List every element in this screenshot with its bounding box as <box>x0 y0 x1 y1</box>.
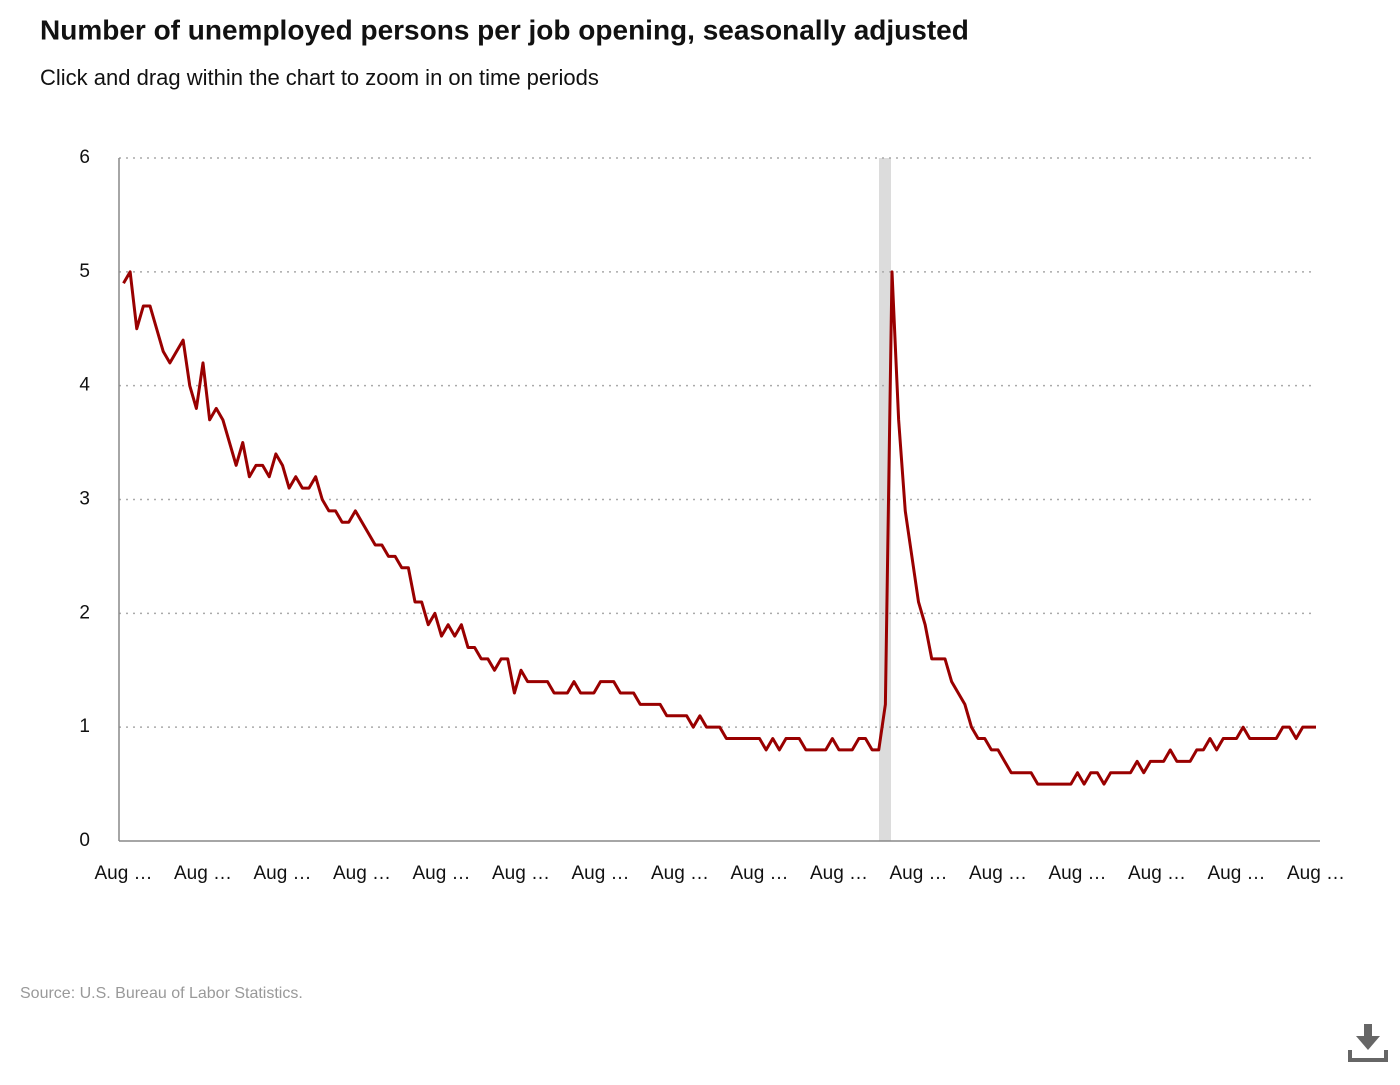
chart-subtitle: Click and drag within the chart to zoom … <box>40 65 599 90</box>
x-tick-label: Aug … <box>333 863 391 884</box>
recession-shading <box>879 158 891 841</box>
x-tick-label: Aug … <box>492 863 550 884</box>
x-tick-label: Aug … <box>651 863 709 884</box>
x-tick-label: Aug … <box>94 863 152 884</box>
y-tick-label: 0 <box>79 830 90 851</box>
x-tick-label: Aug … <box>969 863 1027 884</box>
y-tick-label: 2 <box>79 602 90 623</box>
x-tick-label: Aug … <box>730 863 788 884</box>
x-tick-label: Aug … <box>1207 863 1265 884</box>
download-button[interactable] <box>1348 1024 1388 1062</box>
x-tick-label: Aug … <box>253 863 311 884</box>
x-tick-label: Aug … <box>889 863 947 884</box>
x-tick-label: Aug … <box>1048 863 1106 884</box>
y-tick-label: 1 <box>79 716 90 737</box>
x-tick-label: Aug … <box>174 863 232 884</box>
x-tick-label: Aug … <box>810 863 868 884</box>
chart-title: Number of unemployed persons per job ope… <box>40 14 969 45</box>
y-tick-label: 6 <box>79 147 90 168</box>
x-tick-label: Aug … <box>1128 863 1186 884</box>
x-tick-label: Aug … <box>412 863 470 884</box>
y-tick-label: 5 <box>79 261 90 282</box>
x-tick-label: Aug … <box>1287 863 1345 884</box>
y-tick-label: 3 <box>79 489 90 510</box>
source-note: Source: U.S. Bureau of Labor Statistics. <box>20 985 303 1002</box>
data-line <box>122 270 1316 786</box>
y-tick-label: 4 <box>79 375 90 396</box>
x-tick-label: Aug … <box>571 863 629 884</box>
